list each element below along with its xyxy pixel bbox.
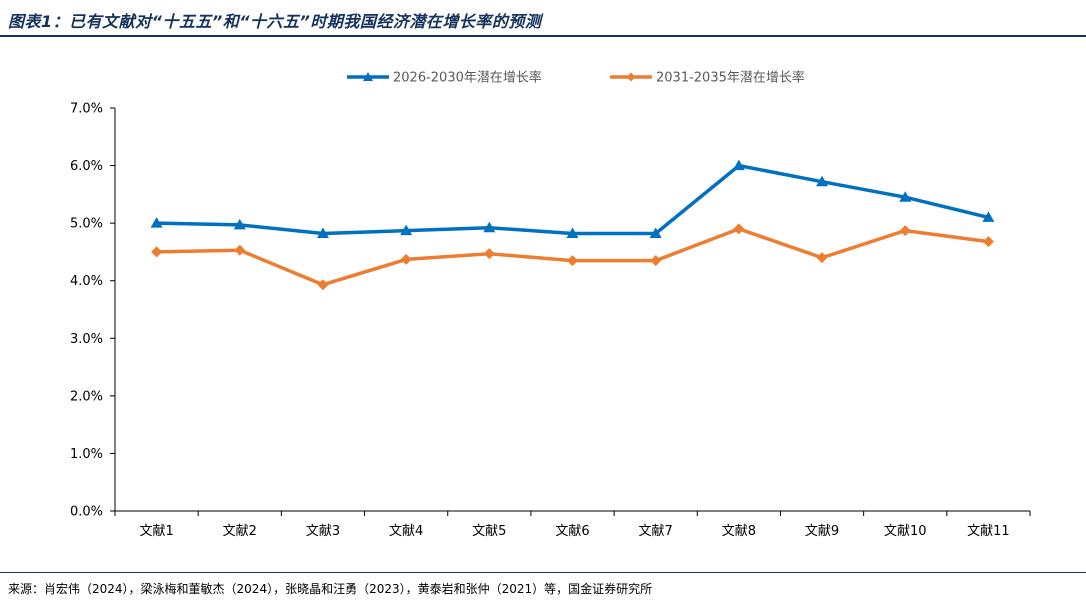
y-tick-label: 0.0%	[70, 505, 103, 520]
line-chart: 2026-2030年潜在增长率 2031-2035年潜在增长率 0.0% 1.0% 2…	[70, 70, 1031, 539]
x-tick-label: 文献7	[639, 524, 673, 539]
figure-title: 图表1：已有文献对“十五五”和“十六五”时期我国经济潜在增长率的预测	[8, 12, 542, 31]
source-note: 来源：肖宏伟（2024），梁泳梅和董敏杰（2024），张晓晶和汪勇（2023），…	[8, 582, 653, 596]
x-tick-label: 文献6	[555, 524, 589, 539]
chart-axes: 0.0% 1.0% 2.0% 3.0% 4.0% 5.0% 6.0% 7.0% 文献1 文献2 文献…	[70, 102, 1031, 539]
y-tick-label: 7.0%	[70, 102, 103, 117]
y-tick-label: 6.0%	[70, 159, 103, 174]
data-point-diamond	[151, 246, 163, 258]
x-tick-label: 文献5	[472, 524, 506, 539]
data-point-diamond	[733, 223, 745, 235]
legend-marker-triangle	[363, 72, 373, 81]
data-point-diamond	[567, 255, 578, 267]
legend-label-2: 2031-2035年潜在增长率	[656, 70, 805, 86]
data-point-diamond	[483, 248, 495, 260]
legend-marker-diamond	[626, 72, 636, 82]
series-line-1	[156, 163, 989, 236]
data-point-diamond	[400, 253, 412, 265]
x-tick-label: 文献11	[967, 524, 1010, 539]
data-point-triangle	[316, 227, 329, 239]
data-point-diamond	[899, 225, 911, 237]
data-point-triangle	[982, 211, 995, 222]
y-tick-label: 4.0%	[70, 274, 103, 289]
x-tick-label: 文献2	[223, 524, 257, 539]
x-tick-label: 文献4	[389, 524, 423, 539]
data-point-triangle	[649, 227, 662, 239]
x-tick-label: 文献9	[805, 524, 839, 539]
y-tick-label: 3.0%	[70, 332, 103, 347]
x-tick-label: 文献3	[306, 524, 340, 539]
data-point-diamond	[650, 255, 662, 267]
data-point-diamond	[816, 252, 828, 264]
y-tick-label: 2.0%	[70, 389, 103, 404]
figure-header: 图表1：已有文献对“十五五”和“十六五”时期我国经济潜在增长率的预测	[0, 0, 1086, 40]
x-tick-label: 文献10	[884, 524, 927, 539]
data-point-triangle	[233, 218, 246, 230]
y-tick-label: 5.0%	[70, 217, 103, 232]
data-point-diamond	[317, 279, 329, 291]
data-point-triangle	[566, 227, 579, 239]
y-tick-label: 1.0%	[70, 447, 103, 462]
data-point-triangle	[150, 217, 163, 228]
x-tick-label: 文献1	[139, 524, 173, 539]
data-point-triangle	[400, 224, 413, 236]
data-point-triangle	[816, 175, 829, 187]
chart-legend: 2026-2030年潜在增长率 2031-2035年潜在增长率	[347, 70, 805, 86]
data-point-triangle	[732, 159, 745, 171]
data-point-triangle	[483, 221, 496, 233]
data-point-triangle	[899, 191, 912, 202]
legend-label-1: 2026-2030年潜在增长率	[393, 70, 542, 86]
chart-series	[150, 159, 995, 291]
x-tick-label: 文献8	[722, 524, 756, 539]
footer-rule	[0, 572, 1086, 573]
data-point-diamond	[234, 244, 246, 256]
data-point-diamond	[982, 236, 994, 248]
header-rule	[0, 35, 1086, 37]
